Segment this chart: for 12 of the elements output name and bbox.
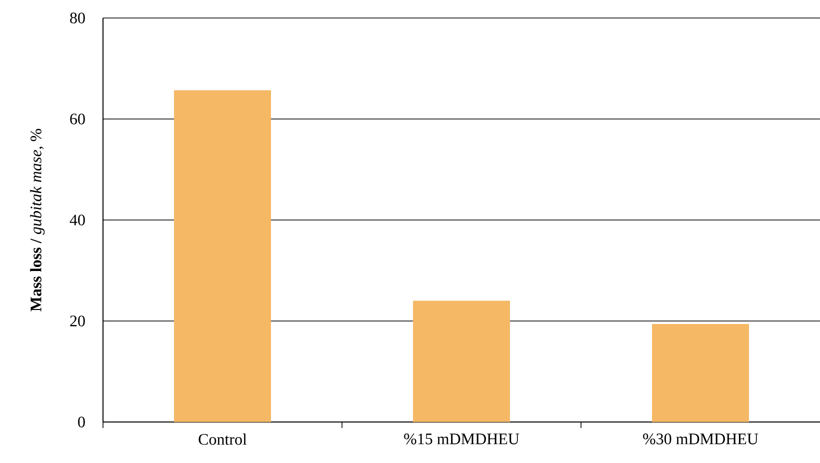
x-tick-label: %30 mDMDHEU [643, 434, 758, 444]
x-tick-label: Control [198, 434, 247, 445]
bar [413, 300, 510, 422]
y-axis-title: Mass loss / gubitak mase, % [30, 128, 45, 312]
y-tick-label: 0 [78, 416, 85, 428]
y-tick-label: 20 [70, 316, 85, 326]
y-tick-label: 60 [70, 114, 85, 124]
y-tick-label: 80 [70, 12, 85, 24]
bar [652, 324, 749, 422]
x-tick-label: %15 mDMDHEU [404, 434, 520, 444]
y-tick-label: 40 [70, 214, 85, 226]
bar [174, 90, 272, 422]
